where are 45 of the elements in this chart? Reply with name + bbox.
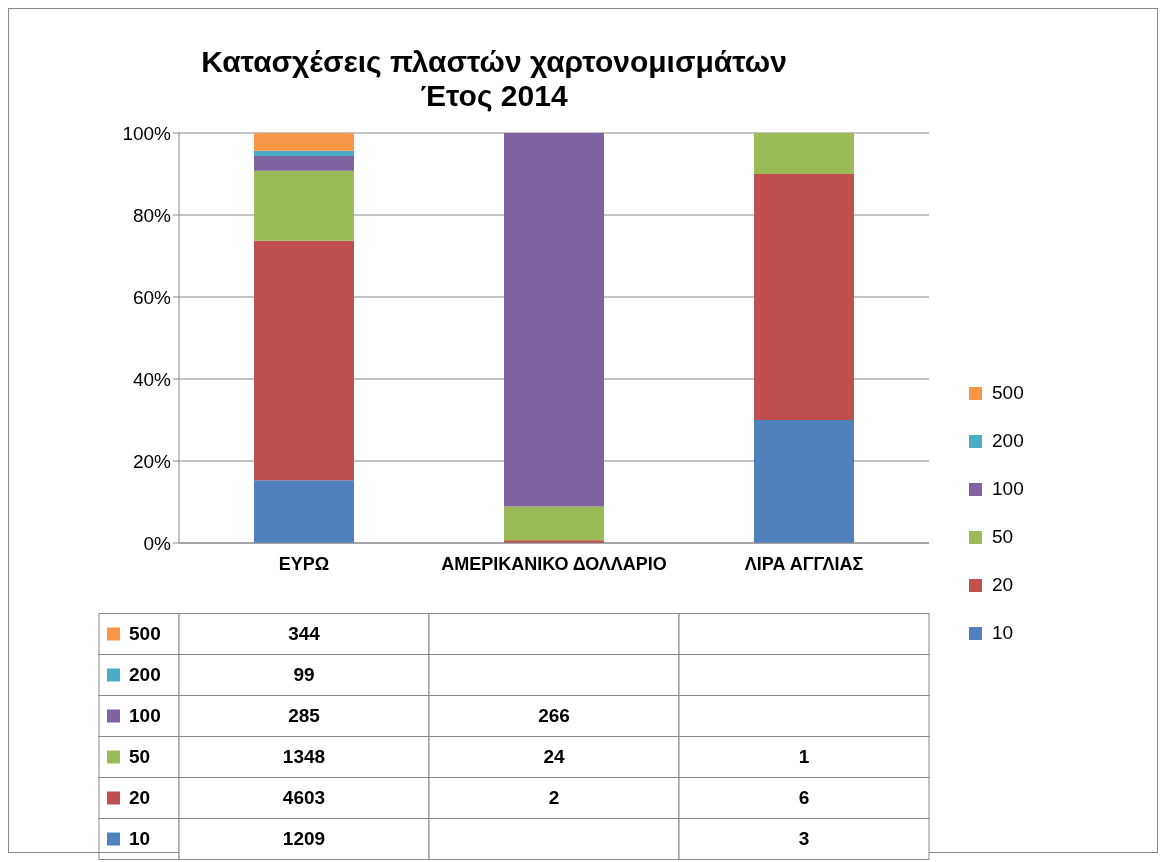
y-tick-label: 10 (129, 828, 151, 849)
data-label: 3 (798, 828, 810, 849)
legend-label: 100 (991, 477, 1024, 501)
legend-label: 20 (991, 573, 1015, 597)
data-label: 6 (798, 787, 810, 808)
bar (504, 506, 604, 541)
data-label: 266 (538, 705, 570, 726)
x-tick-label: ΛΙΡΑ ΑΓΓΛΙΑΣ (744, 553, 864, 574)
data-label: 1209 (282, 828, 326, 849)
data-label: 1348 (282, 746, 326, 767)
data-label: 2 (548, 787, 560, 808)
y-tick-label: 40% (132, 368, 172, 390)
bar (254, 240, 354, 481)
data-label: 24 (543, 746, 565, 767)
data-label: 285 (288, 705, 321, 726)
x-tick-label: ΑΜΕΡΙΚΑΝΙΚΟ ΔΟΛΛΑΡΙΟ (441, 553, 667, 574)
bar (754, 420, 854, 543)
y-tick-label: 100% (122, 122, 172, 144)
bar (504, 133, 604, 507)
legend-label: 50 (991, 525, 1015, 549)
bar (254, 150, 354, 156)
data-label: 344 (288, 623, 321, 644)
bar (254, 133, 354, 151)
bar (754, 133, 854, 174)
y-tick-label: 80% (132, 204, 172, 226)
bar (254, 480, 354, 543)
data-label: 99 (293, 664, 315, 685)
chart-title: Κατασχέσεις πλαστών χαρτονομισμάτων Έτος 2014 (200, 44, 788, 113)
y-tick-label: 0% (143, 532, 172, 554)
legend-label: 500 (991, 381, 1024, 405)
data-label: 1 (798, 746, 810, 767)
y-tick-label: 20% (132, 450, 172, 472)
bar (754, 174, 854, 420)
y-tick-label: 200 (129, 664, 161, 685)
data-label: 4603 (282, 787, 326, 808)
legend-label: 10 (991, 621, 1015, 645)
y-tick-label: 60% (132, 286, 172, 308)
legend-label: 200 (991, 429, 1024, 453)
x-tick-label: ΕΥΡΩ (278, 553, 330, 574)
y-tick-label: 500 (129, 623, 161, 644)
bar (254, 155, 354, 171)
y-tick-label: 50 (129, 746, 151, 767)
bar (254, 170, 354, 241)
y-tick-label: 100 (129, 705, 161, 726)
y-tick-label: 20 (129, 787, 151, 808)
